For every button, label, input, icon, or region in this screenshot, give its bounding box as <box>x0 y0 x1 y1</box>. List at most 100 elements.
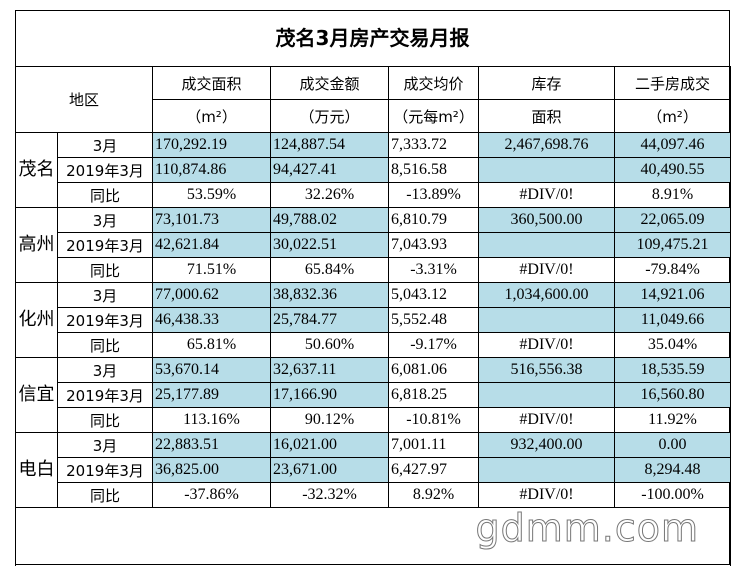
data-cell[interactable]: 94,427.41 <box>270 157 390 183</box>
data-cell[interactable]: 516,556.38 <box>478 357 616 383</box>
data-cell[interactable]: 5,043.12 <box>388 282 480 308</box>
data-cell[interactable]: 110,874.86 <box>152 157 272 183</box>
header-secondhand: 二手房成交 <box>614 66 732 100</box>
data-cell[interactable]: 65.84% <box>270 257 390 283</box>
report-title: 茂名3月房产交易月报 <box>16 11 729 67</box>
data-cell[interactable]: #DIV/0! <box>478 257 616 283</box>
data-cell[interactable]: 32,637.11 <box>270 357 390 383</box>
data-cell[interactable]: 8,516.58 <box>388 157 480 183</box>
table-row: 电白 3月 22,883.51 16,021.00 7,001.11 932,400.00… <box>15 432 732 508</box>
data-cell[interactable] <box>478 382 616 408</box>
data-cell[interactable]: 90.12% <box>270 407 390 433</box>
data-cell[interactable]: 71.51% <box>152 257 272 283</box>
header-inventory: 库存 <box>478 66 616 100</box>
data-cell[interactable]: 11.92% <box>614 407 732 433</box>
data-cell[interactable]: 124,887.54 <box>270 132 390 158</box>
data-cell[interactable]: 36,825.00 <box>152 457 272 483</box>
data-cell[interactable]: 18,535.59 <box>614 357 732 383</box>
data-cell[interactable]: 73,101.73 <box>152 207 272 233</box>
data-cell[interactable]: 109,475.21 <box>614 232 732 258</box>
data-cell[interactable]: 22,065.09 <box>614 207 732 233</box>
data-cell[interactable]: 38,832.36 <box>270 282 390 308</box>
table-row: 信宜 3月 53,670.14 32,637.11 6,081.06 516,556.38… <box>15 357 732 433</box>
data-cell[interactable]: 77,000.62 <box>152 282 272 308</box>
data-cell[interactable]: -9.17% <box>388 332 480 358</box>
data-cell[interactable]: 2,467,698.76 <box>478 132 616 158</box>
table-row: 化州 3月 77,000.62 38,832.36 5,043.12 1,034,600.… <box>15 282 732 358</box>
row-label: 同比 <box>56 407 154 433</box>
region-name: 化州 <box>15 282 58 358</box>
header-price: 成交均价 <box>388 66 480 100</box>
data-cell[interactable]: 7,001.11 <box>388 432 480 458</box>
data-cell[interactable]: 40,490.55 <box>614 157 732 183</box>
data-cell[interactable] <box>478 157 616 183</box>
region-name: 电白 <box>15 432 58 508</box>
data-cell[interactable]: 360,500.00 <box>478 207 616 233</box>
data-cell[interactable]: 65.81% <box>152 332 272 358</box>
data-cell[interactable]: -13.89% <box>388 182 480 208</box>
data-cell[interactable]: -32.32% <box>270 482 390 508</box>
report-table: 地区 成交面积 成交金额 成交均价 库存 二手房成交 （m²） （万元） （元每… <box>14 66 732 566</box>
data-cell[interactable]: 22,883.51 <box>152 432 272 458</box>
data-cell[interactable]: 113.16% <box>152 407 272 433</box>
data-cell[interactable]: #DIV/0! <box>478 407 616 433</box>
data-cell[interactable]: #DIV/0! <box>478 482 616 508</box>
data-cell[interactable]: 14,921.06 <box>614 282 732 308</box>
data-cell[interactable]: 17,166.90 <box>270 382 390 408</box>
data-cell[interactable]: 49,788.02 <box>270 207 390 233</box>
data-cell[interactable]: 32.26% <box>270 182 390 208</box>
table-row: 2019年3月 36,825.00 23,671.00 6,427.97 8,294.4… <box>16 457 732 483</box>
data-cell[interactable]: 6,810.79 <box>388 207 480 233</box>
header-price-unit: （元每m²） <box>388 99 480 133</box>
data-cell[interactable]: 6,427.97 <box>388 457 480 483</box>
data-cell[interactable]: 7,043.93 <box>388 232 480 258</box>
data-cell[interactable]: 30,022.51 <box>270 232 390 258</box>
data-cell[interactable]: 11,049.66 <box>614 307 732 333</box>
data-cell[interactable]: 8,294.48 <box>614 457 732 483</box>
data-cell[interactable]: 6,818.25 <box>388 382 480 408</box>
data-cell[interactable]: 25,177.89 <box>152 382 272 408</box>
data-cell[interactable]: 170,292.19 <box>152 132 272 158</box>
table-row: 茂名 3月 170,292.19 124,887.54 7,333.72 2,467,69… <box>15 132 732 208</box>
table-row: 同比 71.51% 65.84% -3.31% #DIV/0! -79.84% <box>16 257 732 283</box>
data-cell[interactable]: 7,333.72 <box>388 132 480 158</box>
table-row: 2019年3月 110,874.86 94,427.41 8,516.58 40,490… <box>16 157 732 183</box>
data-cell[interactable]: 53,670.14 <box>152 357 272 383</box>
data-cell[interactable]: 16,560.80 <box>614 382 732 408</box>
region-name: 高州 <box>15 207 58 283</box>
data-cell[interactable] <box>478 457 616 483</box>
data-cell[interactable]: 42,621.84 <box>152 232 272 258</box>
row-label: 同比 <box>56 482 154 508</box>
data-cell[interactable]: 1,034,600.00 <box>478 282 616 308</box>
data-cell[interactable]: 53.59% <box>152 182 272 208</box>
data-cell[interactable]: #DIV/0! <box>478 182 616 208</box>
data-cell[interactable]: 25,784.77 <box>270 307 390 333</box>
data-cell[interactable]: 23,671.00 <box>270 457 390 483</box>
data-cell[interactable]: -37.86% <box>152 482 272 508</box>
data-cell[interactable]: 16,021.00 <box>270 432 390 458</box>
data-cell[interactable]: 6,081.06 <box>388 357 480 383</box>
row-label: 3月 <box>56 357 154 383</box>
data-cell[interactable]: -10.81% <box>388 407 480 433</box>
header-row-2: （m²） （万元） （元每m²） 面积 （m²） <box>16 99 732 133</box>
data-cell[interactable]: #DIV/0! <box>478 332 616 358</box>
table-row: 同比 53.59% 32.26% -13.89% #DIV/0! 8.91% <box>16 182 732 208</box>
data-cell[interactable]: 35.04% <box>614 332 732 358</box>
row-label: 2019年3月 <box>56 382 154 408</box>
header-secondhand-unit: （m²） <box>614 99 732 133</box>
data-cell[interactable]: 46,438.33 <box>152 307 272 333</box>
data-cell[interactable]: 0.00 <box>614 432 732 458</box>
row-label: 同比 <box>56 332 154 358</box>
data-cell[interactable]: 932,400.00 <box>478 432 616 458</box>
data-cell[interactable]: -79.84% <box>614 257 732 283</box>
data-cell[interactable]: -3.31% <box>388 257 480 283</box>
data-cell[interactable]: 5,552.48 <box>388 307 480 333</box>
data-cell[interactable] <box>478 307 616 333</box>
data-cell[interactable]: 50.60% <box>270 332 390 358</box>
data-cell[interactable] <box>478 232 616 258</box>
data-cell[interactable]: 8.92% <box>388 482 480 508</box>
header-row-1: 地区 成交面积 成交金额 成交均价 库存 二手房成交 <box>14 66 732 133</box>
data-cell[interactable]: 8.91% <box>614 182 732 208</box>
data-cell[interactable]: -100.00% <box>614 482 732 508</box>
data-cell[interactable]: 44,097.46 <box>614 132 732 158</box>
